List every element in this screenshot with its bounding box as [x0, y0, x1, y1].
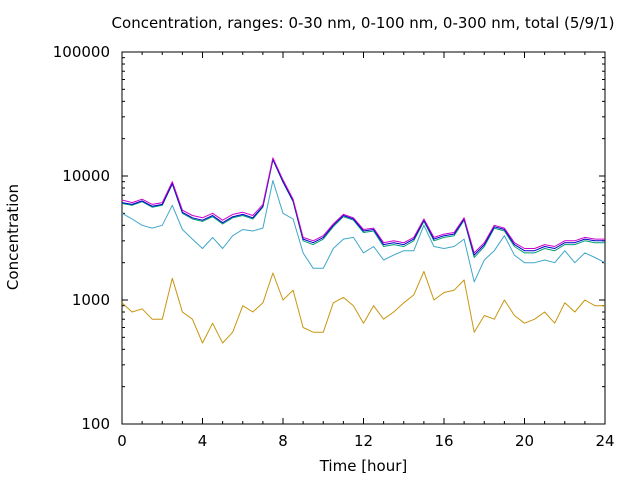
- series-lines: [121, 157, 606, 344]
- y-tick-label: 100: [81, 415, 110, 433]
- y-tick-label: 10000: [62, 167, 110, 185]
- series-line-4: [121, 158, 605, 256]
- axis-ticks: 0 4 8 12 16 20 24 100 1000 10000 100000: [53, 43, 615, 450]
- series-line-1: [121, 270, 605, 344]
- y-tick-label: 100000: [53, 43, 110, 61]
- x-tick-label: 16: [434, 432, 453, 450]
- series-line-3: [121, 159, 605, 258]
- x-tick-label: 24: [595, 432, 614, 450]
- x-tick-label: 0: [117, 432, 127, 450]
- series-line-2: [121, 180, 606, 283]
- plot-frame: [121, 51, 606, 425]
- series-line-5: [121, 157, 605, 254]
- chart-title: Concentration, ranges: 0-30 nm, 0-100 nm…: [111, 14, 615, 32]
- x-tick-label: 8: [278, 432, 288, 450]
- x-axis-label: Time [hour]: [319, 457, 408, 475]
- x-tick-label: 4: [198, 432, 208, 450]
- y-tick-label: 1000: [72, 291, 110, 309]
- y-axis-label: Concentration: [4, 183, 22, 291]
- x-tick-label: 20: [515, 432, 534, 450]
- x-tick-label: 12: [354, 432, 373, 450]
